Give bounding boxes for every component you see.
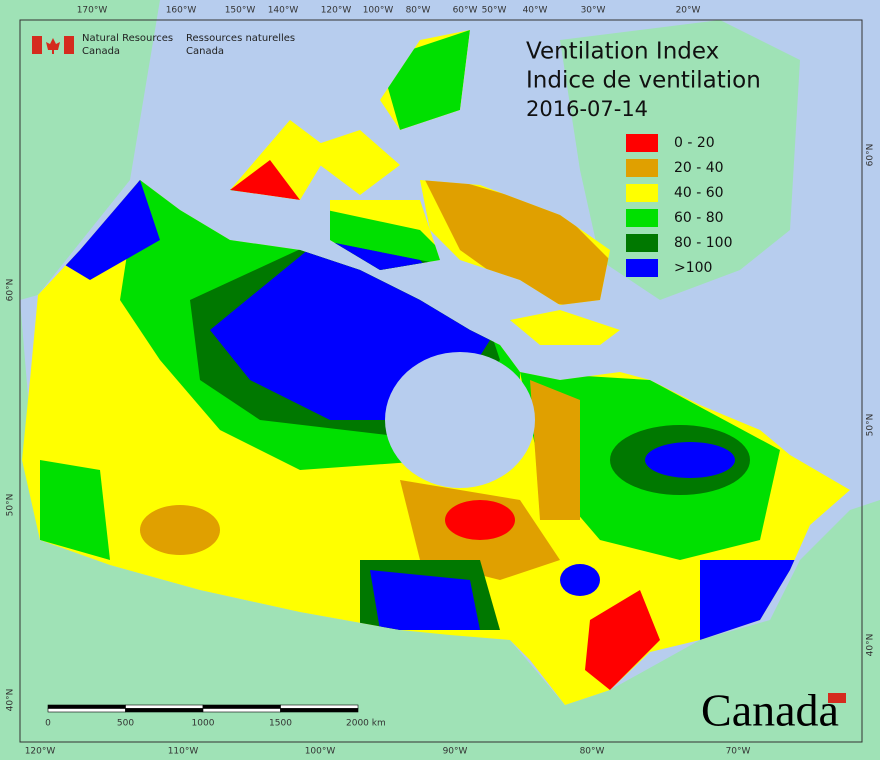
canada-wordmark: Canada <box>701 685 839 736</box>
scale-segment <box>280 708 359 713</box>
title-line: 2016-07-14 <box>526 97 648 121</box>
graticule-left: 60°N <box>6 279 16 302</box>
graticule-top: 30°W <box>581 6 606 16</box>
map-border <box>19 19 863 743</box>
legend-label: >100 <box>674 260 712 276</box>
zone-red-southeast <box>585 590 660 690</box>
scale-label: 1500 <box>269 719 292 729</box>
scale-segment <box>125 708 204 713</box>
legend-swatch <box>626 234 658 252</box>
hudson-bay <box>385 352 535 488</box>
legend-swatch <box>626 209 658 227</box>
title-line: Ventilation Index <box>526 39 719 65</box>
title: Ventilation Index Indice de ventilation 20… <box>526 39 761 122</box>
graticule-top: 140°W <box>268 6 299 16</box>
graticule-right: 40°N <box>866 634 876 657</box>
agency-en: Natural Resources <box>82 33 173 44</box>
zone-red-banks <box>230 160 300 200</box>
scale-label: 1000 <box>192 719 215 729</box>
legend-swatch <box>626 134 658 152</box>
graticule-top: 100°W <box>363 6 394 16</box>
zone-blue-spot <box>560 564 600 596</box>
legend-label: 20 - 40 <box>674 160 724 176</box>
graticule-bottom: 120°W <box>25 747 56 757</box>
zone-red-ontario <box>445 500 515 540</box>
graticule-top: 20°W <box>676 6 701 16</box>
graticule-left: 50°N <box>6 494 16 517</box>
zone-blue-south <box>370 570 480 630</box>
graticule-bottom: 110°W <box>168 747 199 757</box>
agency-en: Canada <box>82 46 120 57</box>
graticule-top: 40°W <box>523 6 548 16</box>
scale-segment <box>47 708 126 713</box>
graticule-top: 150°W <box>225 6 256 16</box>
zone-blue-quebec <box>645 442 735 478</box>
zone-orange-baffin <box>420 170 610 310</box>
legend-label: 80 - 100 <box>674 235 733 251</box>
legend-label: 40 - 60 <box>674 185 724 201</box>
graticule-top: 120°W <box>321 6 352 16</box>
scale-segment <box>47 704 126 709</box>
flag-bar <box>64 36 74 54</box>
zone-orange-rockies <box>140 505 220 555</box>
scale-label: 500 <box>117 719 134 729</box>
graticule-bottom: 100°W <box>305 747 336 757</box>
land-greenland <box>560 20 800 300</box>
legend-swatch <box>626 159 658 177</box>
scale-segment <box>125 704 204 709</box>
graticule-left: 40°N <box>6 689 16 712</box>
graticule-right: 50°N <box>866 414 876 437</box>
scale-segment <box>202 704 281 709</box>
wordmark-flag <box>828 693 846 703</box>
flag-leaf <box>46 38 60 54</box>
graticule-bottom: 90°W <box>443 747 468 757</box>
legend: 0 - 20 20 - 40 40 - 60 60 - 80 80 - 100 >100 <box>626 134 733 277</box>
graticule-top: 170°W <box>77 6 108 16</box>
title-line: Indice de ventilation <box>526 68 761 94</box>
graticule-labels: 170°W 160°W 150°W 140°W 120°W 100°W 80°W 60°W 50… <box>6 6 876 757</box>
scale-bar: 0 500 1000 1500 2000 km <box>45 704 386 729</box>
graticule-bottom: 70°W <box>726 747 751 757</box>
zone-orange-quebec <box>530 380 580 520</box>
land-alaska <box>20 0 160 300</box>
agency-fr: Canada <box>186 46 224 57</box>
agency-fr: Ressources naturelles <box>186 33 295 44</box>
legend-swatch <box>626 184 658 202</box>
graticule-top: 60°W <box>453 6 478 16</box>
graticule-bottom: 80°W <box>580 747 605 757</box>
graticule-top: 160°W <box>166 6 197 16</box>
zone-green-bc <box>40 460 110 560</box>
graticule-top: 80°W <box>406 6 431 16</box>
scale-label: 0 <box>45 719 51 729</box>
graticule-right: 60°N <box>866 144 876 167</box>
flag-bar <box>32 36 42 54</box>
legend-label: 0 - 20 <box>674 135 715 151</box>
legend-swatch <box>626 259 658 277</box>
scale-segment <box>280 704 359 709</box>
scale-segment <box>202 708 281 713</box>
scale-label: 2000 km <box>346 719 386 729</box>
legend-label: 60 - 80 <box>674 210 724 226</box>
graticule-top: 50°W <box>482 6 507 16</box>
